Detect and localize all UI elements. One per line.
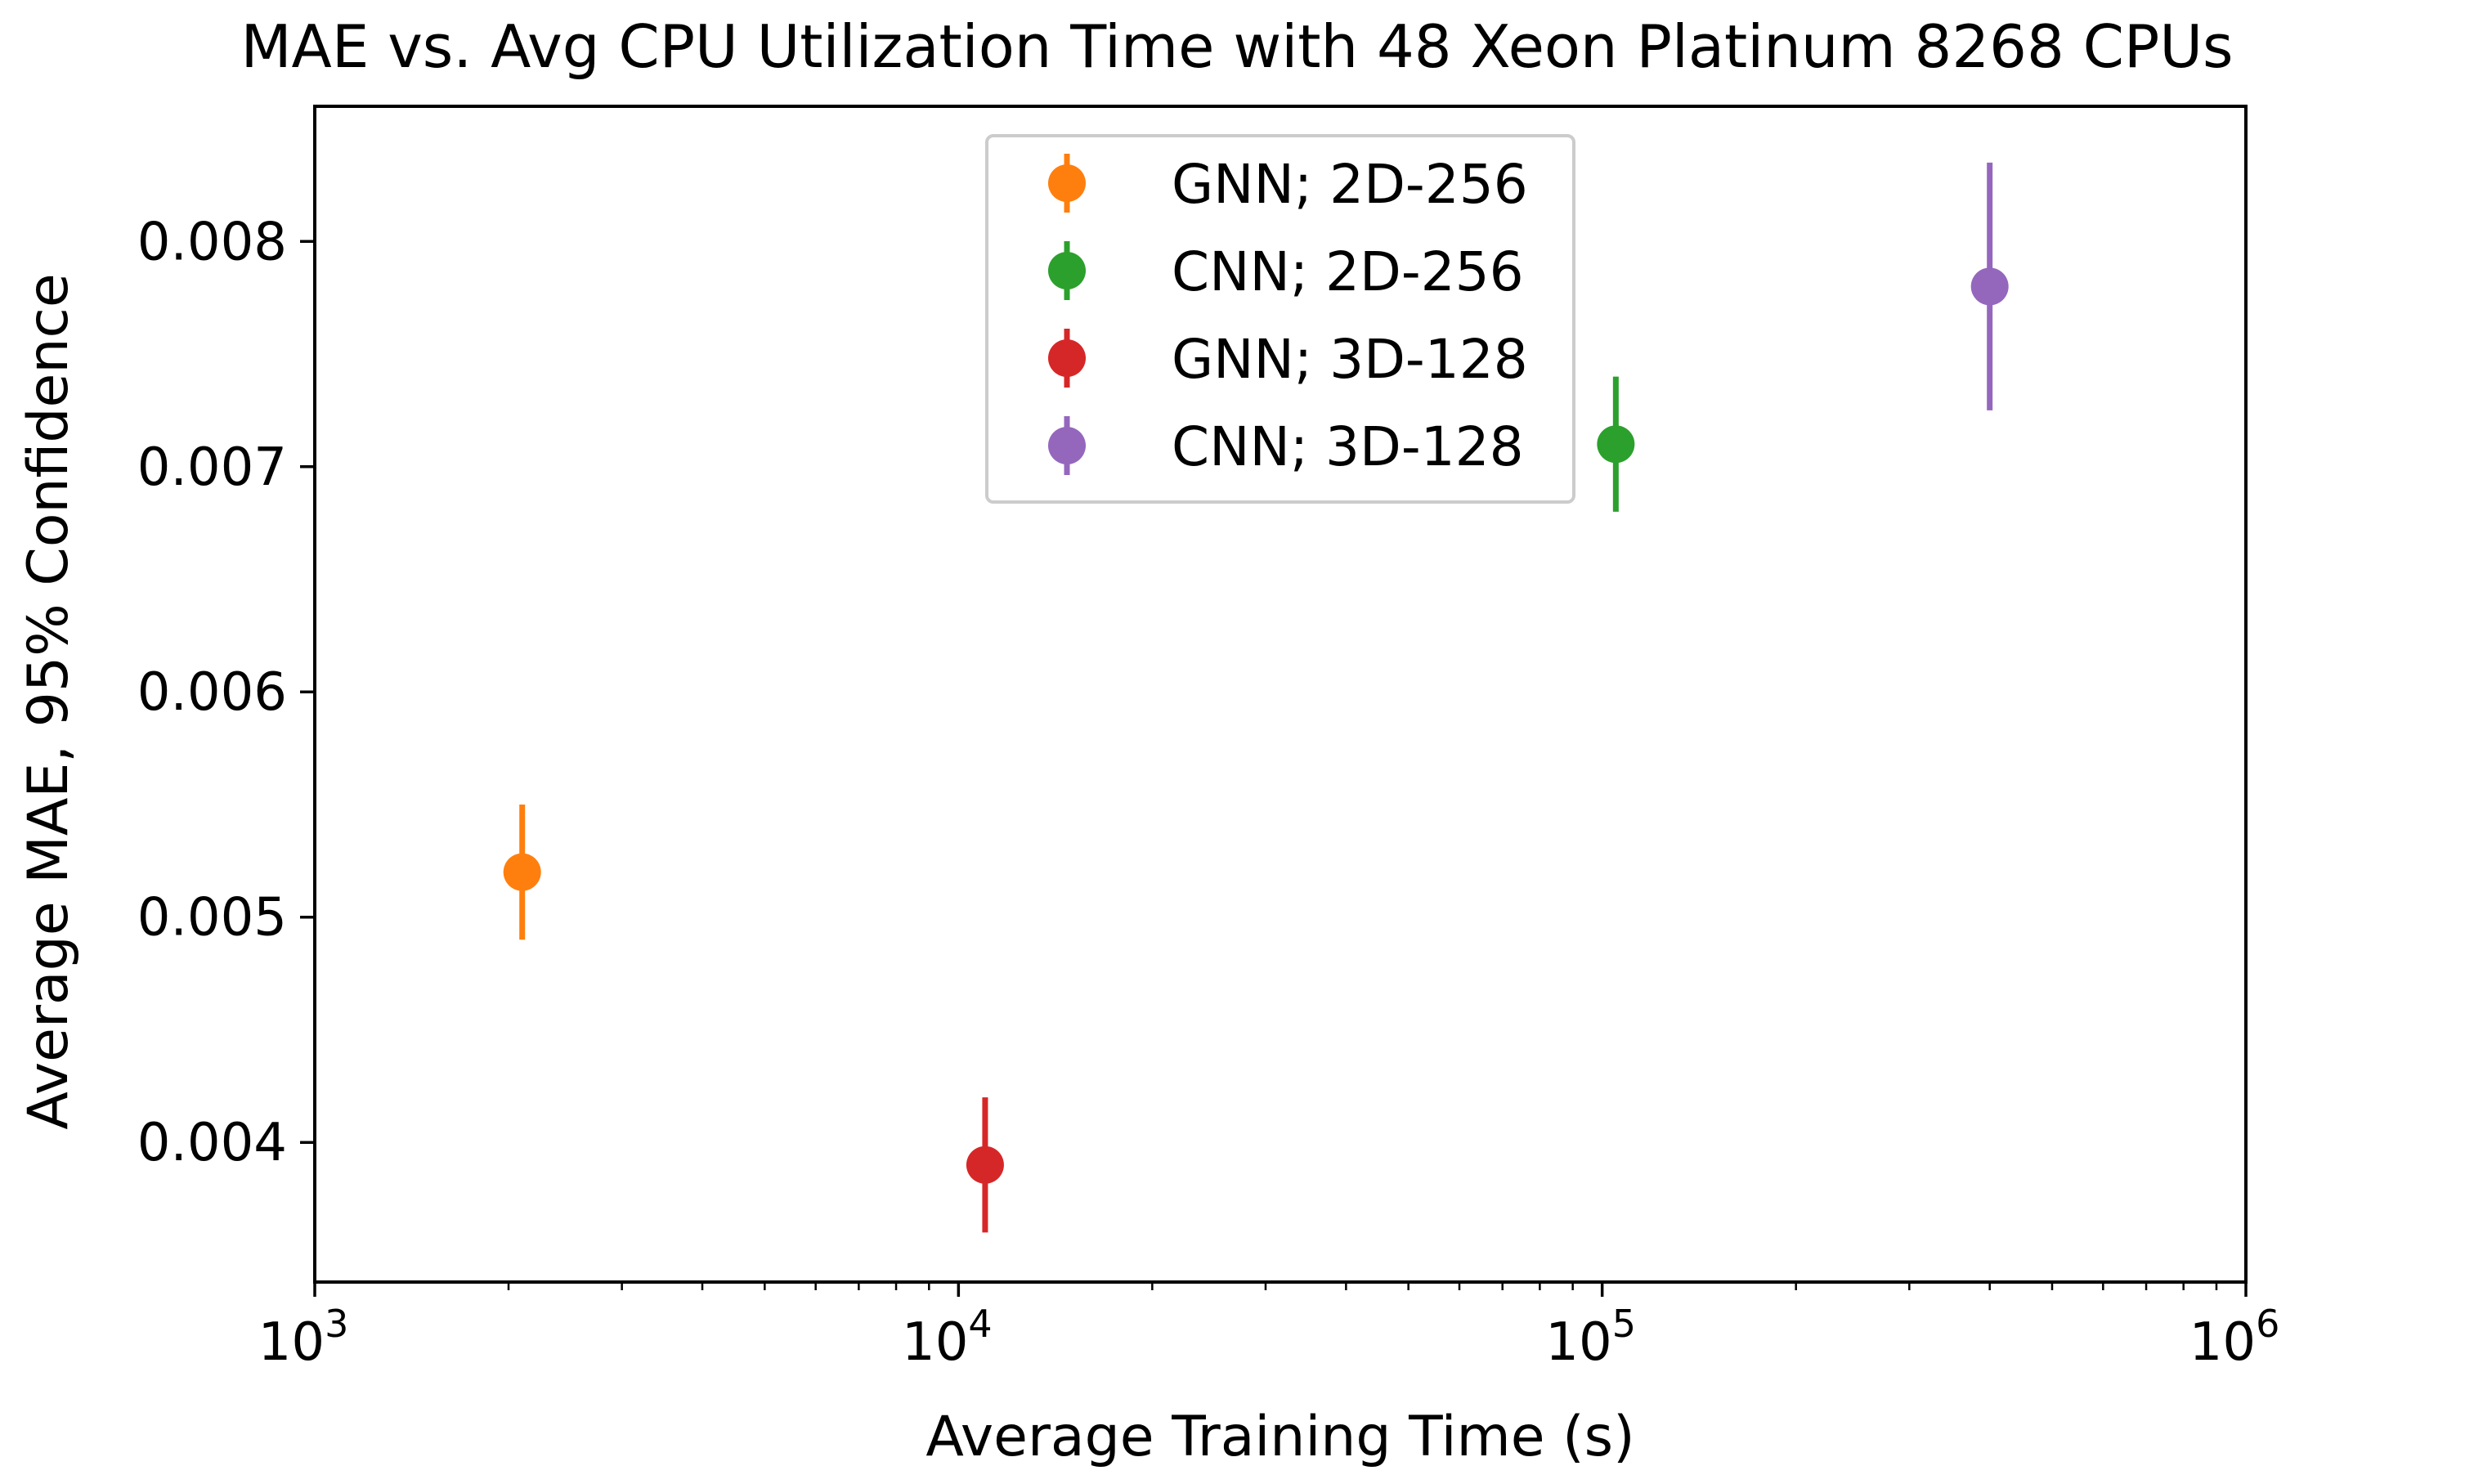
x-tick-label: 105	[1545, 1302, 1636, 1373]
legend-entry: CNN; 3D-128	[1048, 415, 1524, 478]
data-point	[1970, 267, 2009, 306]
x-tick-base: 10	[1545, 1312, 1611, 1373]
x-tick-exponent: 3	[325, 1302, 348, 1346]
legend-entry: CNN; 2D-256	[1048, 240, 1524, 303]
y-tick-label: 0.007	[137, 437, 287, 498]
y-tick-label: 0.004	[137, 1113, 287, 1173]
legend-marker	[1048, 164, 1086, 202]
y-tick-label: 0.006	[137, 662, 287, 723]
x-tick-base: 10	[258, 1312, 325, 1373]
legend-box	[985, 134, 1575, 504]
x-axis-label: Average Training Time (s)	[925, 1405, 1634, 1469]
data-point	[966, 1146, 1004, 1184]
y-tick-label: 0.008	[137, 212, 287, 272]
x-tick-base: 10	[902, 1312, 968, 1373]
y-axis-label: Average MAE, 95% Confidence	[16, 273, 81, 1129]
series-1	[1597, 376, 1635, 512]
y-tick-label: 0.005	[137, 888, 287, 948]
legend-marker	[1048, 252, 1086, 289]
legend-entry: GNN; 2D-256	[1048, 153, 1528, 216]
series-3	[1970, 162, 2009, 410]
series-0	[503, 804, 541, 940]
legend-label: GNN; 2D-256	[1172, 153, 1528, 216]
legend-label: GNN; 3D-128	[1172, 328, 1528, 391]
plot-frame	[313, 105, 2248, 1284]
chart-title: MAE vs. Avg CPU Utilization Time with 48…	[240, 12, 2233, 81]
data-point	[1597, 425, 1635, 464]
data-point	[503, 853, 541, 891]
legend-marker	[1048, 339, 1086, 377]
x-tick-label: 104	[902, 1302, 993, 1373]
legend: GNN; 2D-256 CNN; 2D-256 GNN; 3D-128 CNN; 3D…	[985, 134, 1575, 504]
x-tick-exponent: 6	[2256, 1302, 2279, 1346]
legend-entry: GNN; 3D-128	[1048, 328, 1528, 391]
x-tick-exponent: 5	[1612, 1302, 1636, 1346]
legend-label: CNN; 3D-128	[1172, 415, 1524, 478]
x-tick-base: 10	[2189, 1312, 2256, 1373]
legend-label: CNN; 2D-256	[1172, 240, 1524, 303]
legend-marker	[1048, 427, 1086, 464]
x-tick-label: 103	[258, 1302, 349, 1373]
x-tick-exponent: 4	[968, 1302, 992, 1346]
x-tick-label: 106	[2189, 1302, 2280, 1373]
data-series	[503, 162, 2009, 1233]
series-2	[966, 1097, 1004, 1233]
